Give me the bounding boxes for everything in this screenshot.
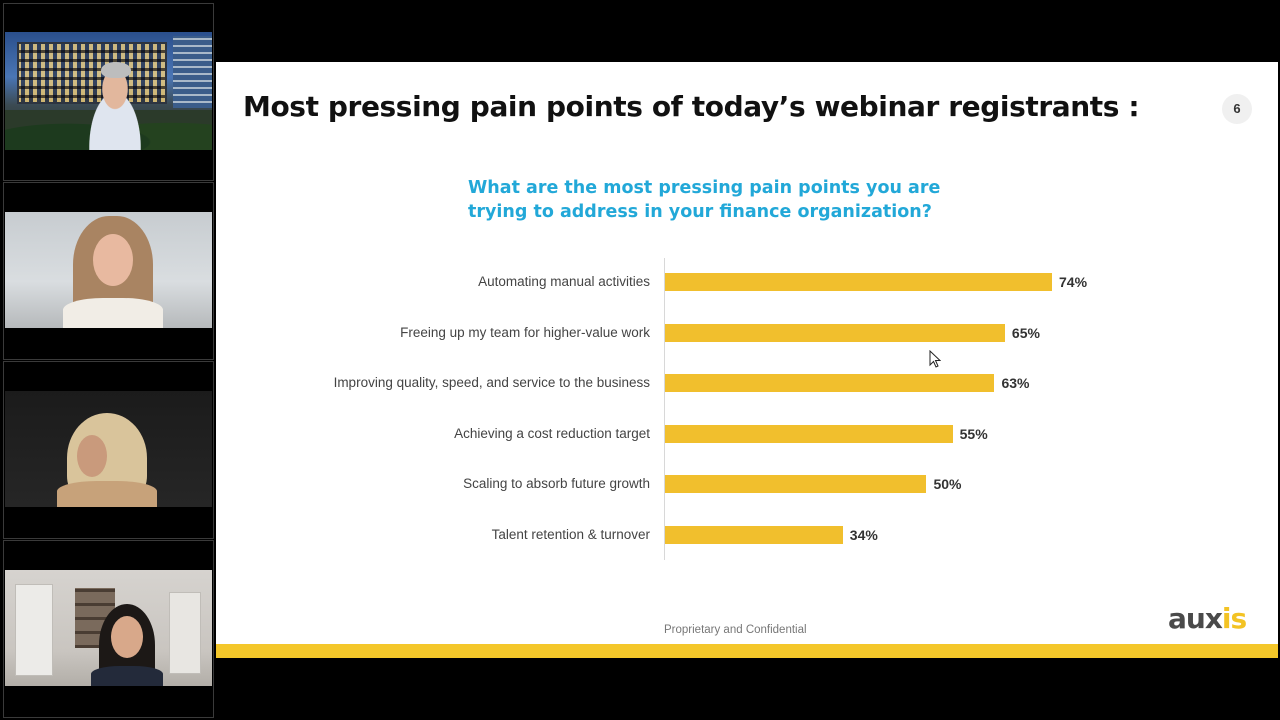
bar-value-label: 65% [1011,324,1040,341]
bar-value-label: 55% [959,425,988,442]
participant-video-2 [5,212,212,328]
participant-person [63,214,163,328]
bar-value-label: 74% [1059,274,1088,290]
bar-label: Scaling to absorb future growth [463,476,650,492]
bar-label: Freeing up my team for higher-value work [400,324,650,340]
participant-tile-3[interactable] [3,361,214,539]
participant-hair [101,62,131,78]
bar-value-label: 34% [849,527,878,543]
slide-title: Most pressing pain points of today’s web… [243,90,1140,123]
logo-text-part2: is [1221,602,1247,635]
mouse-cursor-icon [929,350,941,368]
participant-shirt [91,666,163,686]
room-door [169,592,201,674]
room-door [15,584,53,676]
office-tower [173,36,212,108]
participant-video-4 [5,570,212,686]
bar [665,475,927,494]
shared-slide: Most pressing pain points of today’s web… [216,62,1278,658]
confidential-footer: Proprietary and Confidential [664,624,807,636]
participant-video-1 [5,32,212,150]
bar-value-label: 50% [933,476,962,493]
participant-tile-1[interactable] [3,3,214,181]
chart-question-line-1: What are the most pressing pain points y… [468,178,941,198]
bar-label: Achieving a cost reduction target [454,425,650,441]
participant-shirt [57,481,157,507]
logo-text-part1: aux [1168,602,1223,635]
participant-face [93,234,133,286]
bar [665,526,843,544]
participant-sidebar [3,3,214,718]
chart-question: What are the most pressing pain points y… [468,176,988,224]
participant-face [77,435,107,477]
chart-question-line-2: trying to address in your finance organi… [468,202,932,222]
bar [665,273,1052,291]
bar-label: Automating manual activities [478,274,650,289]
participant-face [111,616,143,658]
footer-band [216,644,1278,658]
participant-tile-4[interactable] [3,540,214,718]
bar [665,424,953,443]
bar [665,374,995,393]
auxis-logo: auxis [1168,602,1247,635]
chart-axis [664,258,665,560]
bar-label: Talent retention & turnover [491,527,650,542]
participant-shirt [63,298,163,328]
participant-tile-2[interactable] [3,182,214,360]
bar-label: Improving quality, speed, and service to… [333,375,650,391]
participant-video-3 [5,391,212,507]
bar [665,323,1005,342]
slide-page-number: 6 [1222,94,1252,124]
bar-chart: Automating manual activities 74% Freeing u… [216,62,1278,658]
bar-value-label: 63% [1001,375,1030,392]
